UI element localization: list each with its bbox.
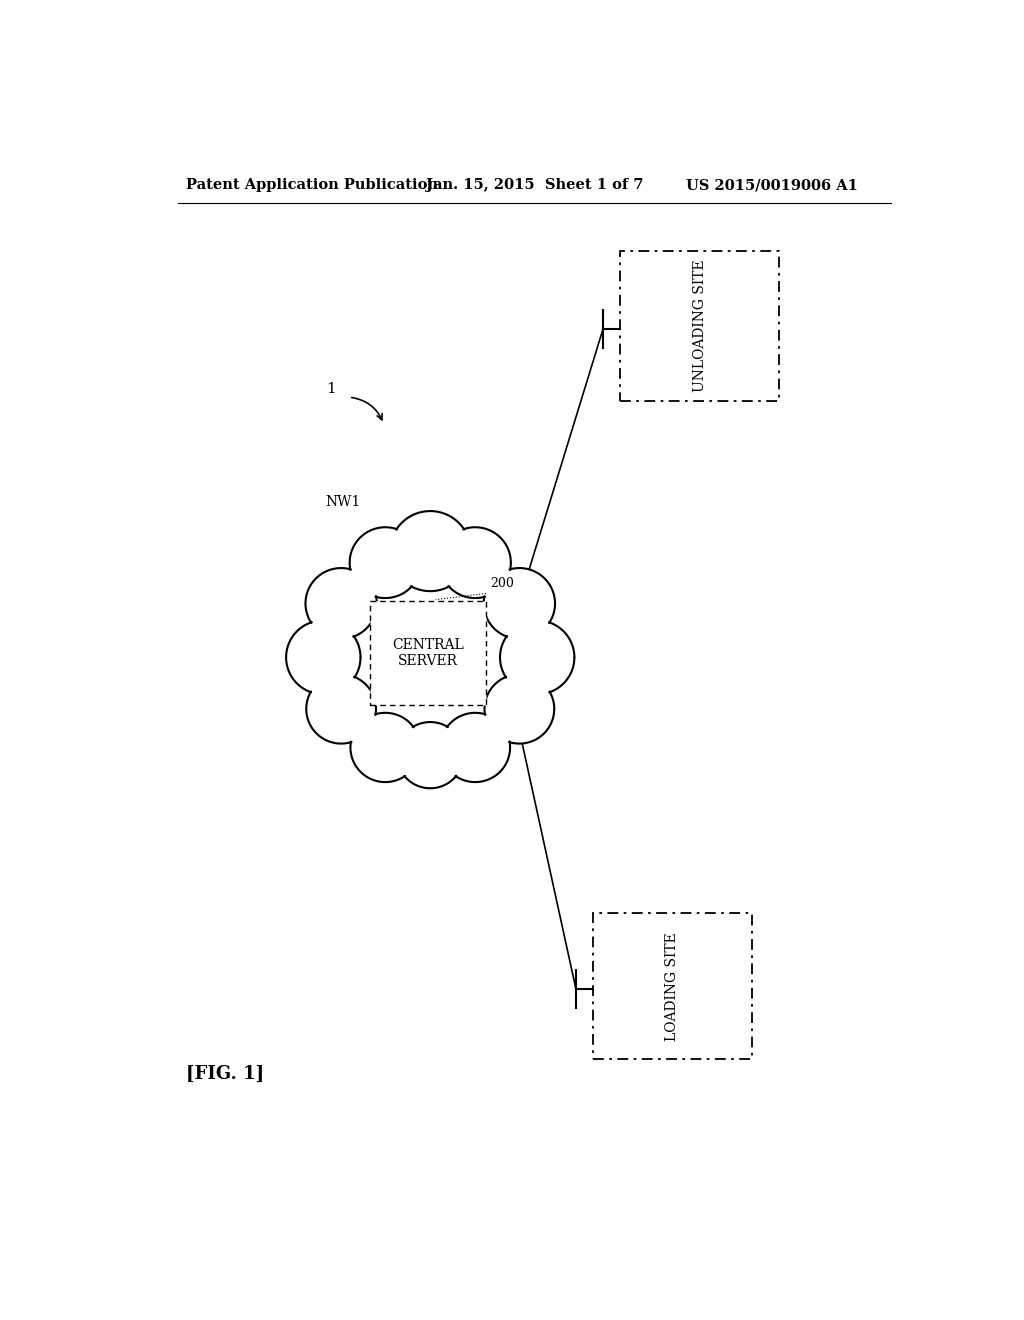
Circle shape	[286, 620, 360, 694]
Circle shape	[350, 713, 420, 781]
Circle shape	[306, 675, 376, 743]
Circle shape	[500, 620, 574, 694]
Text: 200: 200	[489, 577, 514, 590]
FancyBboxPatch shape	[621, 251, 779, 401]
Text: [FIG. 1]: [FIG. 1]	[186, 1064, 264, 1082]
Circle shape	[428, 616, 513, 701]
FancyBboxPatch shape	[593, 913, 752, 1059]
Circle shape	[341, 594, 426, 678]
Circle shape	[347, 616, 432, 701]
Circle shape	[397, 722, 464, 788]
Text: UNLOADING SITE: UNLOADING SITE	[692, 260, 707, 392]
Circle shape	[305, 568, 377, 639]
Text: 1: 1	[326, 383, 336, 396]
Circle shape	[484, 675, 554, 743]
Circle shape	[390, 511, 471, 591]
Circle shape	[411, 553, 496, 638]
Circle shape	[411, 634, 496, 718]
Circle shape	[365, 634, 450, 718]
Circle shape	[388, 548, 473, 632]
Circle shape	[434, 594, 519, 678]
Text: US 2015/0019006 A1: US 2015/0019006 A1	[686, 178, 858, 193]
Circle shape	[347, 570, 432, 655]
Text: NW1: NW1	[326, 495, 360, 508]
Circle shape	[349, 527, 421, 598]
Text: Jan. 15, 2015  Sheet 1 of 7: Jan. 15, 2015 Sheet 1 of 7	[426, 178, 644, 193]
Circle shape	[428, 570, 513, 655]
FancyBboxPatch shape	[370, 601, 486, 705]
Circle shape	[365, 553, 450, 638]
Circle shape	[439, 527, 511, 598]
Circle shape	[483, 568, 555, 639]
Circle shape	[440, 713, 510, 781]
Text: CENTRAL
SERVER: CENTRAL SERVER	[392, 638, 464, 668]
Text: LOADING SITE: LOADING SITE	[666, 932, 680, 1040]
Circle shape	[388, 640, 473, 725]
Text: Patent Application Publication: Patent Application Publication	[186, 178, 438, 193]
Circle shape	[356, 562, 504, 709]
